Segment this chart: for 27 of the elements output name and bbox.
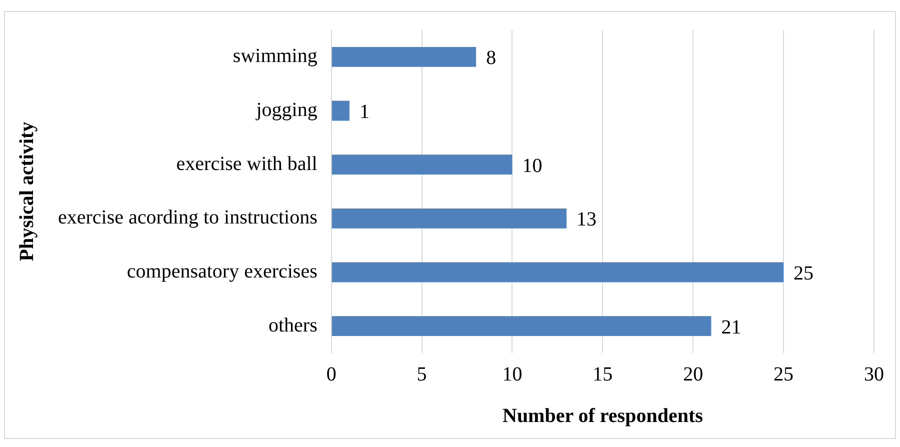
data-label: 13 xyxy=(576,208,597,231)
bar xyxy=(332,154,512,175)
x-tick-label: 0 xyxy=(326,363,336,386)
data-label: 25 xyxy=(794,262,814,284)
y-tick-label: swimming xyxy=(232,45,318,68)
data-label: 1 xyxy=(359,101,370,123)
y-tick-label: jogging xyxy=(255,99,318,121)
y-axis-title: Physical activity xyxy=(16,122,38,262)
x-tick-label: 5 xyxy=(416,363,427,386)
x-tick-label: 15 xyxy=(592,363,613,386)
x-axis-title: Number of respondents xyxy=(502,405,704,428)
y-tick-label: compensatory exercises xyxy=(126,260,318,282)
y-tick-label: others xyxy=(268,314,318,336)
data-label: 8 xyxy=(486,47,496,70)
bar xyxy=(332,46,476,67)
bar xyxy=(332,208,567,228)
y-tick-label: exercise acording to instructions xyxy=(58,206,318,229)
y-tick-label: exercise with ball xyxy=(176,152,318,175)
x-tick-label: 10 xyxy=(502,363,522,386)
x-tick-label: 25 xyxy=(774,363,794,386)
x-tick-label: 20 xyxy=(683,363,704,386)
bar xyxy=(332,100,350,121)
data-label: 10 xyxy=(522,154,542,177)
x-tick-label: 30 xyxy=(864,363,884,386)
bar xyxy=(332,262,784,282)
bar xyxy=(332,316,712,336)
data-label: 21 xyxy=(721,316,742,338)
